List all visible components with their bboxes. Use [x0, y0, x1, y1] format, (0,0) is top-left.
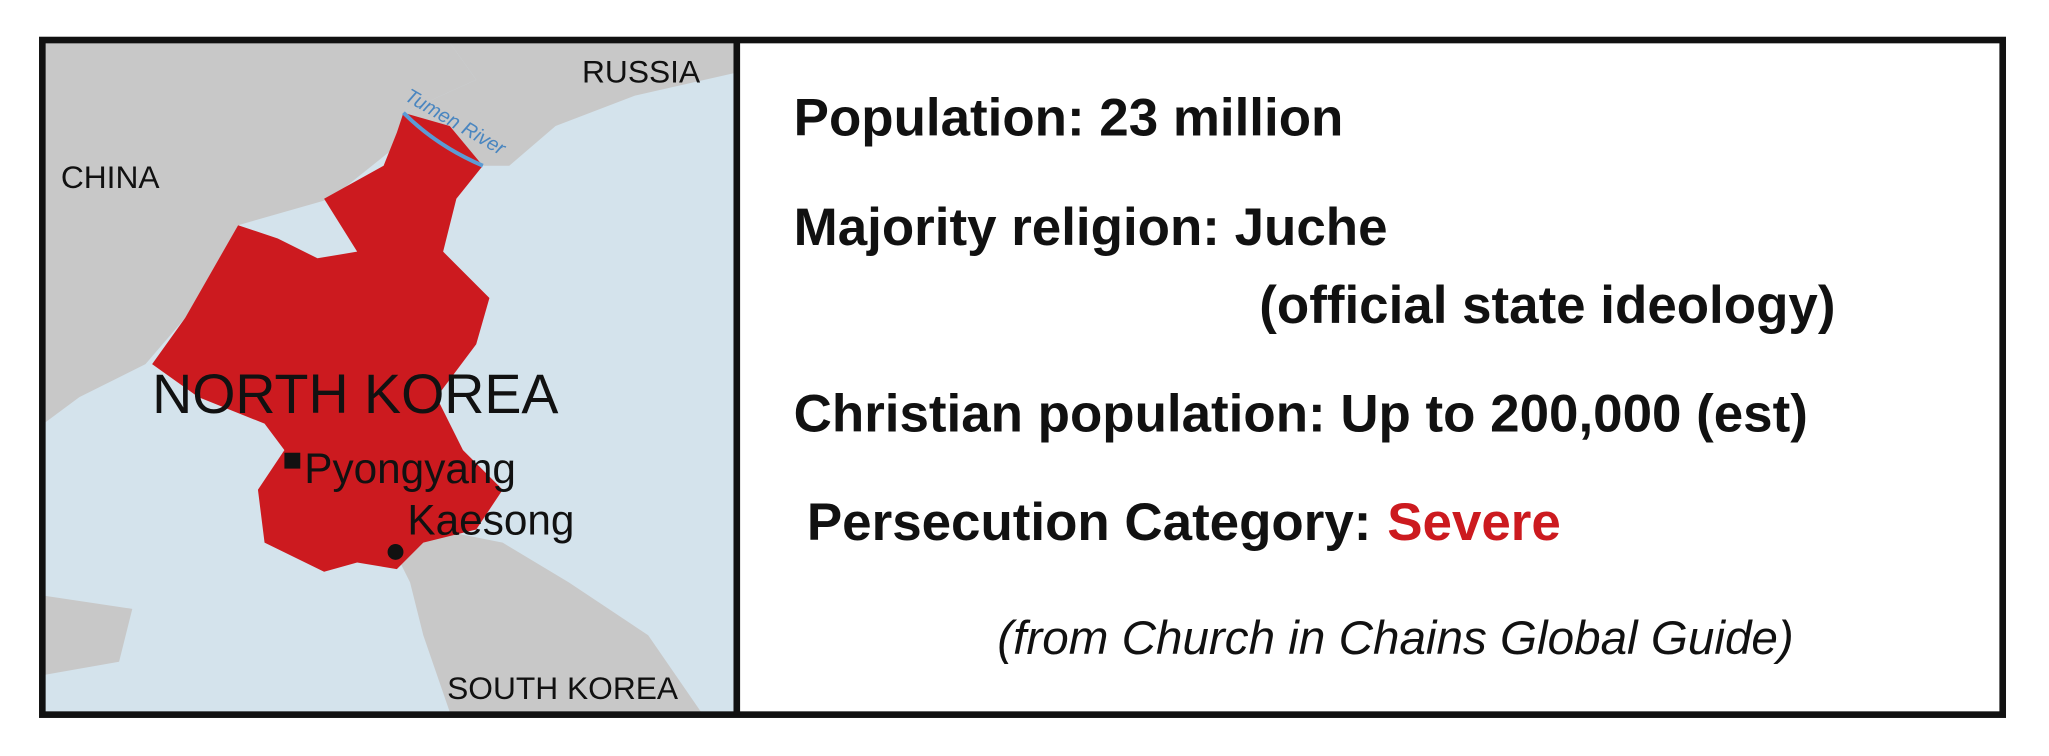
religion: Majority religion: Juche	[794, 198, 1388, 257]
source: (from Church in Chains Global Guide)	[997, 612, 1793, 665]
river	[402, 111, 484, 168]
category-label: Persecution Category:	[807, 493, 1371, 552]
island	[43, 595, 133, 675]
label-south: SOUTH KOREA	[447, 670, 679, 706]
label-china: CHINA	[61, 159, 161, 195]
frame	[39, 36, 2007, 718]
south-korea-land	[396, 529, 702, 713]
population: Population: 23 million	[794, 88, 1344, 147]
city-marker	[387, 544, 404, 560]
capital-marker	[284, 452, 301, 469]
label-country: NORTH KOREA	[152, 363, 558, 425]
category-value: Severe	[1387, 493, 1561, 552]
religion-note: (official state ideology)	[1259, 276, 1835, 335]
label-capital: Pyongyang	[304, 445, 516, 492]
category-line: Persecution Category: Severe	[807, 493, 1561, 552]
label-city: Kaesong	[407, 497, 574, 544]
china-land	[43, 42, 477, 424]
map: RUSSIA CHINA Tumen River NORTH KOREA Pyo…	[43, 42, 735, 713]
facts: Population: 23 million Majority religion…	[794, 88, 1836, 665]
christians: Christian population: Up to 200,000 (est…	[794, 385, 1808, 444]
north-korea	[152, 112, 503, 572]
russia-land	[403, 42, 735, 166]
label-russia: RUSSIA	[582, 53, 701, 89]
